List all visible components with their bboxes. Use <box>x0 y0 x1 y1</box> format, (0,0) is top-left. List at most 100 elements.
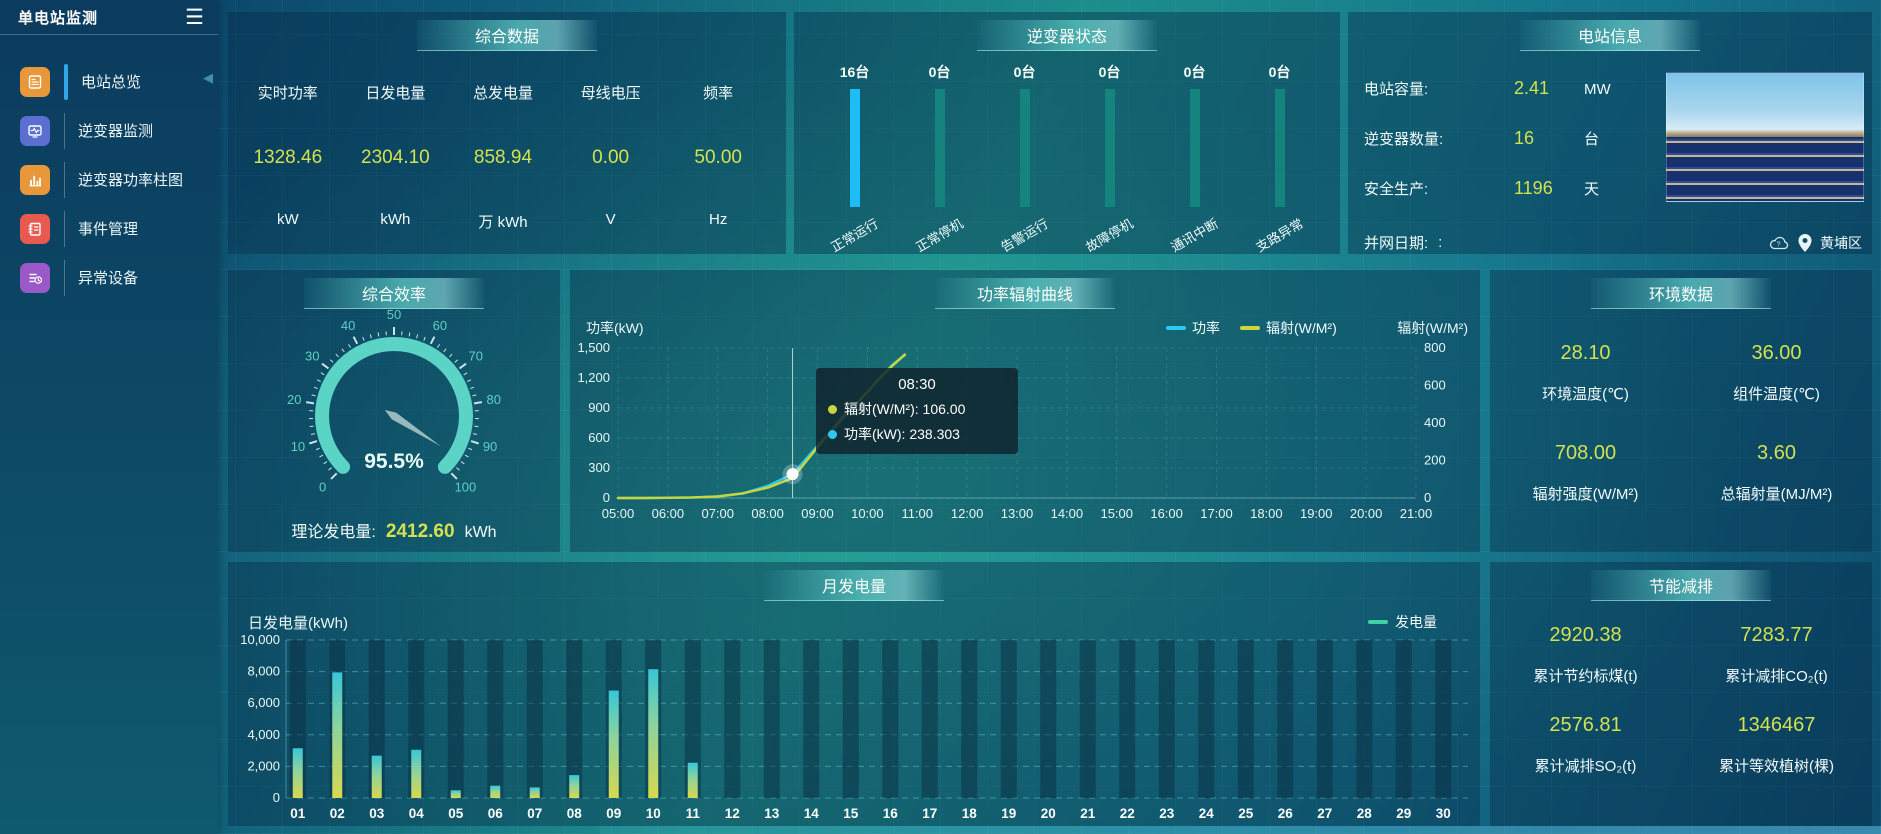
station-photo-image <box>1666 72 1864 202</box>
hamburger-menu-icon[interactable]: ☰ <box>185 5 204 29</box>
inverter-status-label: 通讯中断 <box>1168 215 1222 255</box>
svg-text:200: 200 <box>1424 453 1446 468</box>
svg-text:600: 600 <box>588 430 610 445</box>
inverter-count: 0台 <box>1183 64 1206 80</box>
station-info-footer: 并网日期: : ? 黄埔区 <box>1364 232 1862 253</box>
inverter-status-bar <box>1019 89 1030 207</box>
inverter-status-label: 正常运行 <box>828 215 882 255</box>
svg-text:06:00: 06:00 <box>652 506 685 521</box>
panel-environment-title: 环境数据 <box>1591 278 1771 309</box>
svg-text:11: 11 <box>686 806 701 821</box>
panel-monthly-generation: 月发电量 日发电量(kWh) 发电量 0 2,000 4,000 6,000 8,000… <box>228 562 1480 826</box>
panel-energy-saving: 节能减排 2920.38 累计节约标煤(t) 7283.77 累计减排CO₂(t) 25… <box>1490 562 1872 826</box>
metric-unit: V <box>605 211 616 228</box>
svg-text:24: 24 <box>1199 806 1215 821</box>
line-chart-legend: 功率 辐射(W/M²) <box>1166 318 1337 338</box>
stat-value: 2920.38 <box>1549 624 1622 646</box>
legend-item[interactable]: 辐射(W/M²) <box>1240 318 1337 338</box>
panel-inverter-status: 逆变器状态 16台 正常运行 0台 正常停机 0台 告警运行 0台 故障停机 0台 通讯中断 0台支… <box>794 12 1340 255</box>
theoretical-generation-value: 2412.60 <box>385 521 455 542</box>
sidebar-item-3[interactable]: 逆变器功率柱图 <box>0 155 218 204</box>
svg-text:30: 30 <box>1436 806 1451 821</box>
metric-value: 0.00 <box>592 147 630 168</box>
metric-value: 858.94 <box>473 147 533 168</box>
menu-divider <box>64 63 68 100</box>
cloud-question-icon: ? <box>1770 236 1789 249</box>
sidebar-header: 单电站监测 ☰ <box>0 0 218 35</box>
legend-item[interactable]: 功率 <box>1166 318 1220 338</box>
sidebar-item-1[interactable]: 电站总览 <box>0 57 218 106</box>
inverter-status-bars: 16台 正常运行 0台 正常停机 0台 告警运行 0台 故障停机 0台 通讯中断 0台 支路异常 <box>812 54 1322 255</box>
sidebar-item-2[interactable]: 逆变器监测 <box>0 106 218 155</box>
svg-text:05: 05 <box>448 806 464 821</box>
stat-value: 708.00 <box>1554 442 1617 464</box>
panel-energy-saving-title: 节能减排 <box>1591 570 1771 601</box>
bar-chart-legend[interactable]: 发电量 <box>1368 612 1437 632</box>
inverter-count: 0台 <box>1268 64 1291 80</box>
svg-text:22: 22 <box>1120 806 1135 821</box>
inverter-status-item: 0台通讯中断 <box>1152 54 1237 255</box>
svg-text:29: 29 <box>1396 806 1411 821</box>
inverter-count: 0台 <box>1013 64 1036 80</box>
metric-unit: 万 kWh <box>478 214 528 231</box>
svg-text:07:00: 07:00 <box>701 506 734 521</box>
stat-label: 组件温度(℃) <box>1733 386 1820 403</box>
metric-value: 1328.46 <box>253 147 323 168</box>
inverter-count: 16台 <box>839 64 870 80</box>
svg-text:19:00: 19:00 <box>1300 506 1333 521</box>
power-radiation-chart[interactable]: 05:00 06:00 07:00 08:00 09:00 10:00 11:00 12:00… <box>570 270 1480 552</box>
svg-text:06: 06 <box>488 806 504 821</box>
sidebar-item-5[interactable]: 异常设备 <box>0 253 218 302</box>
metric-label: 日发电量 <box>365 85 426 102</box>
svg-text:20: 20 <box>1041 806 1056 821</box>
svg-text:04: 04 <box>409 806 425 821</box>
svg-text:8,000: 8,000 <box>247 664 280 679</box>
svg-text:800: 800 <box>1424 340 1446 355</box>
bar-y-axis-title: 日发电量(kWh) <box>248 615 348 632</box>
inverter-status-item: 0台 告警运行 <box>982 54 1067 255</box>
svg-text:2,000: 2,000 <box>247 758 280 773</box>
sidebar-item-4[interactable]: 事件管理 <box>0 204 218 253</box>
summary-metric: 实时功率 1328.46 kW <box>234 56 342 244</box>
svg-text:13: 13 <box>764 806 780 821</box>
svg-text:4,000: 4,000 <box>247 727 280 742</box>
station-info-row: 电站容量: 2.41 MW <box>1364 78 1611 98</box>
monthly-generation-chart[interactable]: 0 2,000 4,000 6,000 8,000 10,000 01 02 03 04 05 06 0… <box>228 562 1480 826</box>
inverter-count: 0台 <box>928 64 951 80</box>
svg-text:16:00: 16:00 <box>1150 506 1183 521</box>
svg-text:10,000: 10,000 <box>240 632 280 647</box>
tooltip-row: 功率(kW): 238.303 <box>828 424 1006 444</box>
stat-cell: 2920.38 累计节约标煤(t) <box>1490 624 1681 686</box>
notebook-icon <box>20 213 50 244</box>
sidebar-item-label: 电站总览 <box>81 74 142 91</box>
svg-text:12:00: 12:00 <box>951 506 984 521</box>
svg-text:08: 08 <box>567 806 583 821</box>
stat-cell: 36.00 组件温度(℃) <box>1681 342 1872 404</box>
efficiency-gauge-chart: 0 10 20 30 40 50 60 70 80 90 100 95.5% <box>287 307 501 494</box>
svg-text:21: 21 <box>1080 806 1096 821</box>
tooltip-series-dot <box>828 429 837 439</box>
metric-label: 总发电量 <box>472 85 533 102</box>
summary-metrics: 实时功率 1328.46 kW 日发电量 2304.10 kWh 总发电量 858.94 万 k… <box>234 56 772 244</box>
svg-text:28: 28 <box>1357 806 1373 821</box>
sidebar-menu: 电站总览逆变器监测 逆变器功率柱图 事件管理 异常设备 <box>0 57 218 302</box>
stat-label: 累计减排SO₂(t) <box>1534 758 1637 775</box>
inverter-status-item: 0台故障停机 <box>1067 54 1152 255</box>
legend-mark <box>1240 326 1260 330</box>
bar-chart-icon <box>20 164 50 195</box>
inverter-count: 0台 <box>1098 64 1121 80</box>
stat-value: 3.60 <box>1757 442 1796 464</box>
inverter-status-item: 0台 正常停机 <box>897 54 982 255</box>
summary-metric: 日发电量 2304.10 kWh <box>342 56 450 244</box>
svg-text:20:00: 20:00 <box>1350 506 1383 521</box>
stat-label: 累计等效植树(棵) <box>1719 758 1834 775</box>
inverter-status-label: 故障停机 <box>1083 215 1137 255</box>
metric-value: 50.00 <box>694 147 742 168</box>
svg-text:300: 300 <box>588 460 610 475</box>
stat-cell: 708.00 辐射强度(W/M²) <box>1490 442 1681 504</box>
sidebar-collapse-arrow-icon[interactable]: ◀ <box>203 70 213 85</box>
svg-text:15: 15 <box>843 806 859 821</box>
svg-text:10:00: 10:00 <box>851 506 884 521</box>
stat-cell: 2576.81 累计减排SO₂(t) <box>1490 714 1681 776</box>
svg-text:6,000: 6,000 <box>247 695 280 710</box>
